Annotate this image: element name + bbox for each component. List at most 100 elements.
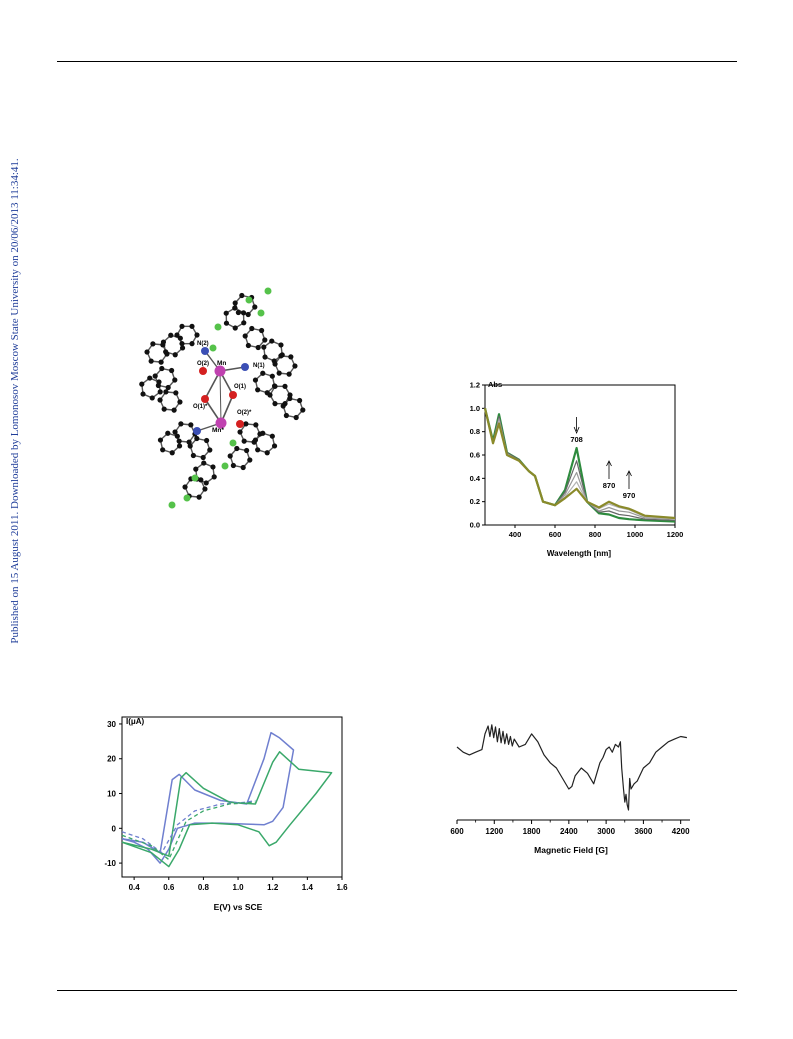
carbon-atom — [267, 392, 273, 398]
carbon-atom — [165, 430, 171, 436]
cv-ytick-label: 10 — [107, 790, 116, 799]
cv-series — [121, 731, 333, 868]
uv-arrowhead — [626, 470, 632, 477]
epr-xtick-label: 600 — [450, 827, 464, 836]
carbon-atom — [201, 460, 207, 466]
carbon-atom — [241, 320, 247, 326]
carbon-atom — [160, 447, 166, 453]
carbon-atom — [179, 323, 185, 329]
carbon-atom — [147, 375, 153, 381]
fluorine-atom — [221, 462, 229, 470]
carbon-atom — [179, 341, 185, 347]
uv-ylabel: Abs — [488, 380, 502, 389]
label-o2: O(2) — [197, 361, 209, 367]
epr-series — [456, 724, 688, 811]
uv-xlabel: Wavelength [nm] — [547, 549, 611, 558]
carbon-atom — [227, 453, 233, 459]
uv-xtick-label: 1000 — [627, 530, 644, 539]
carbon-atom — [252, 437, 259, 443]
carbon-atom — [272, 361, 278, 367]
carbon-atom — [187, 443, 193, 449]
carbon-atom — [252, 304, 258, 310]
carbon-atom — [177, 399, 183, 405]
carbon-atom — [262, 337, 268, 343]
carbon-atom — [264, 450, 270, 456]
cv-ytick-label: 0 — [112, 824, 117, 833]
carbon-atom — [169, 450, 175, 456]
cv-series-line — [121, 731, 295, 864]
epr-xlabel: Magnetic Field [G] — [534, 845, 608, 855]
label-n2: N(2) — [197, 341, 209, 347]
carbon-atom — [242, 333, 248, 339]
cv-ytick-label: 30 — [107, 720, 116, 729]
uv-xtick-label: 800 — [589, 530, 602, 539]
carbon-atom — [260, 430, 266, 436]
fluorine-atom — [209, 344, 217, 352]
carbon-atom — [160, 339, 167, 345]
label-o1-star: O(1)* — [193, 404, 208, 410]
uv-annotation-label: 708 — [570, 435, 583, 444]
cv-xtick-label: 0.4 — [129, 883, 141, 892]
epr-spectrum-chart: 600 1200 1800 2400 3000 3600 4200 Magnetic Fie… — [450, 700, 690, 855]
epr-xtick-label: 2400 — [560, 827, 578, 836]
carbon-atom — [186, 439, 192, 445]
carbon-atom — [176, 443, 183, 449]
label-mn-star: Mn* — [212, 427, 224, 434]
carbon-atom — [280, 403, 286, 409]
uv-series — [483, 408, 676, 523]
carbon-atom — [176, 438, 182, 444]
carbon-atom — [283, 412, 289, 419]
carbon-atom — [240, 310, 247, 316]
carbon-atom — [150, 341, 156, 347]
carbon-atom — [269, 433, 275, 439]
carbon-atom — [272, 383, 278, 389]
carbon-atom — [293, 414, 299, 421]
structure-atoms — [139, 287, 306, 509]
carbon-atom — [190, 452, 196, 459]
carbon-atom — [200, 454, 206, 461]
oxygen-atom — [199, 367, 207, 375]
carbon-atom — [232, 300, 238, 306]
plot-frame — [457, 700, 690, 820]
carbon-atom — [253, 422, 259, 428]
carbon-atom — [237, 429, 243, 435]
uv-annotation-label: 870 — [603, 481, 616, 490]
carbon-atom — [193, 466, 199, 472]
uv-annotations: 708 870 970 — [570, 417, 635, 500]
fluorine-atom — [214, 323, 222, 331]
carbon-atom — [262, 354, 268, 360]
cv-ytick-label: -10 — [104, 859, 116, 868]
plot-frame — [121, 716, 343, 878]
uv-axes: 400 600 800 1000 1200 0.0 0.2 0.4 0.6 0.8 1.0 1.2 — [470, 381, 684, 540]
uv-ytick-label: 1.0 — [470, 404, 480, 413]
carbon-atom — [245, 342, 251, 349]
epr-xtick-label: 1200 — [485, 827, 503, 836]
fluorine-atom — [168, 501, 176, 509]
uv-arrowhead — [573, 426, 580, 435]
fluorine-atom — [229, 439, 237, 447]
cv-xtick-label: 1.0 — [233, 883, 245, 892]
uv-ytick-label: 0.8 — [470, 427, 480, 436]
label-n1: N(1) — [253, 363, 265, 369]
carbon-atom — [276, 370, 282, 376]
carbon-atom — [157, 397, 163, 403]
cv-xtick-label: 1.6 — [336, 883, 348, 892]
carbon-atom — [189, 323, 195, 329]
carbon-atom — [243, 421, 249, 427]
carbon-atom — [211, 474, 217, 480]
carbon-atom — [207, 447, 213, 453]
nitrogen-atom — [241, 363, 249, 371]
carbon-atom — [300, 407, 306, 413]
carbon-atom — [232, 325, 238, 331]
uv-series-line — [483, 408, 676, 523]
uv-vis-chart: 400 600 800 1000 1200 0.0 0.2 0.4 0.6 0.8 1.0 1.2 7… — [470, 380, 684, 558]
uv-ytick-label: 0.6 — [470, 451, 480, 460]
carbon-atom — [241, 438, 247, 444]
carbon-atom — [249, 325, 255, 332]
cv-axes: 0.4 0.6 0.8 1.0 1.2 1.4 1.6 -10 0 10 20 30 — [104, 716, 348, 892]
uv-arrowhead — [606, 460, 612, 467]
carbon-atom — [223, 320, 230, 326]
carbon-atom — [194, 332, 200, 338]
carbon-atom — [163, 349, 169, 355]
epr-axes: 600 1200 1800 2400 3000 3600 4200 — [450, 700, 690, 836]
